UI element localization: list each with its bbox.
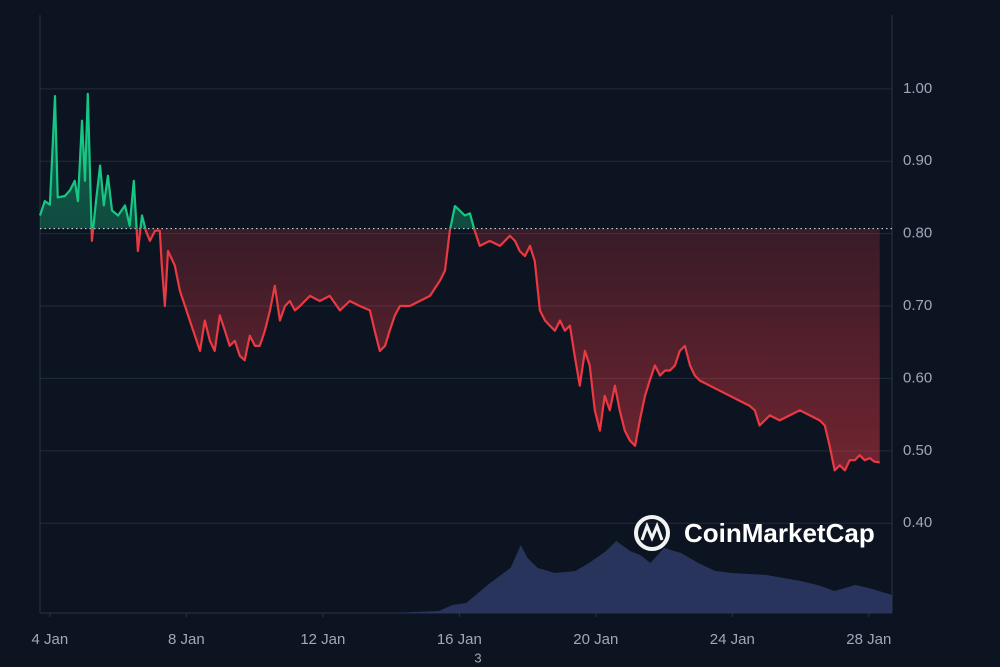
footnote: 3 <box>474 650 481 665</box>
y-tick-label: 0.70 <box>903 297 932 314</box>
x-tick-label: 12 Jan <box>300 631 345 648</box>
y-tick-label: 0.80 <box>903 225 932 242</box>
x-tick-label: 28 Jan <box>846 631 891 648</box>
y-tick-label: 0.40 <box>903 514 932 531</box>
x-tick-label: 4 Jan <box>32 631 69 648</box>
y-tick-label: 1.00 <box>903 80 932 97</box>
y-tick-label: 0.60 <box>903 369 932 386</box>
y-tick-label: 0.90 <box>903 152 932 169</box>
area-down <box>91 228 880 471</box>
price-line-down <box>90 228 880 472</box>
volume-area <box>40 541 892 613</box>
x-tick-label: 16 Jan <box>437 631 482 648</box>
y-tick-label: 0.50 <box>903 442 932 459</box>
watermark: CoinMarketCap <box>684 518 875 548</box>
x-tick-label: 8 Jan <box>168 631 205 648</box>
area-up <box>40 93 880 229</box>
x-tick-label: 20 Jan <box>573 631 618 648</box>
x-tick-label: 24 Jan <box>710 631 755 648</box>
watermark-logo <box>634 515 670 551</box>
